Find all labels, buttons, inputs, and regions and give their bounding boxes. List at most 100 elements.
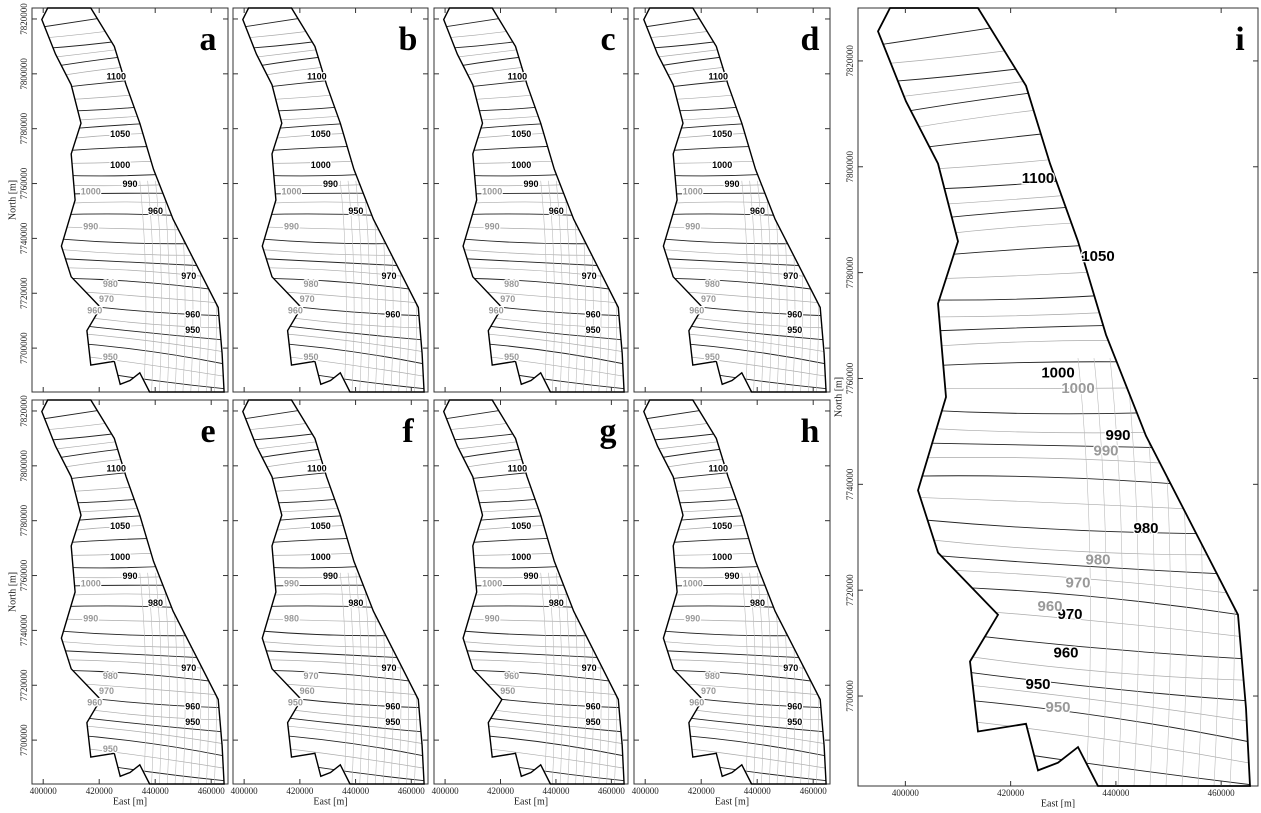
contour-label: 950 [1045, 699, 1070, 716]
x-tick-label: 420000 [997, 788, 1025, 798]
x-tick-label: 400000 [30, 786, 58, 796]
contour-label: 980 [549, 598, 564, 608]
contour-label: 970 [181, 271, 196, 281]
contour-label: 950 [348, 206, 363, 216]
panel: 1100105010009909609709609501000990980970… [634, 0, 830, 401]
contour-label: 990 [122, 179, 137, 189]
y-tick-label: 7780000 [845, 256, 855, 288]
contour-label: 980 [348, 598, 363, 608]
contour-label: 960 [787, 310, 802, 320]
contour-label: 1050 [712, 129, 732, 139]
contour-label: 990 [1093, 442, 1118, 459]
panel-letter: h [801, 413, 820, 450]
panel: 1100105010009909509709601000990980970960… [233, 0, 428, 401]
contour-label: 950 [586, 325, 601, 335]
y-tick-label: 7760000 [845, 362, 855, 394]
contour-label: 960 [1037, 598, 1062, 615]
contour-label: 980 [750, 598, 765, 608]
contour-label: 1100 [508, 71, 528, 81]
contour-label: 1000 [110, 160, 130, 170]
panel: 1100105010009909809709609501000990960950… [432, 391, 628, 808]
contour-label: 970 [381, 663, 396, 673]
x-axis-label: East [m] [113, 796, 147, 807]
y-tick-label: 7740000 [19, 614, 29, 646]
contour-label: 970 [181, 663, 196, 673]
contour-label: 1050 [1081, 248, 1114, 265]
contour-label: 950 [705, 352, 720, 362]
y-tick-label: 7800000 [845, 151, 855, 183]
x-tick-label: 460000 [800, 786, 828, 796]
contour-label: 960 [586, 702, 601, 712]
y-tick-label: 7820000 [19, 395, 29, 427]
contour-label: 1000 [683, 579, 703, 589]
contour-label: 950 [1025, 676, 1050, 693]
contour-label: 1000 [81, 579, 101, 589]
x-tick-label: 400000 [231, 786, 259, 796]
y-tick-label: 7740000 [19, 222, 29, 254]
contour-label: 990 [284, 221, 299, 231]
contour-label: 960 [1053, 645, 1078, 662]
contour-label: 960 [689, 698, 704, 708]
contour-label: 950 [500, 686, 515, 696]
x-axis-label: East [m] [313, 796, 347, 807]
y-tick-label: 7820000 [845, 45, 855, 77]
x-axis-label: East [m] [514, 796, 548, 807]
y-tick-label: 7700000 [19, 724, 29, 756]
contour-label: 970 [99, 294, 114, 304]
panel: 1100105010009909809709609501000990980970… [833, 0, 1258, 808]
contour-label: 990 [685, 613, 700, 623]
x-tick-label: 440000 [1102, 788, 1130, 798]
contour-label: 970 [500, 294, 515, 304]
contour-label: 1100 [107, 463, 127, 473]
contour-label: 1000 [482, 579, 502, 589]
contour-label: 960 [489, 306, 504, 316]
contour-label: 980 [303, 279, 318, 289]
contour-label: 1100 [709, 71, 729, 81]
contour-label: 1100 [1022, 170, 1055, 187]
contour-label: 960 [185, 310, 200, 320]
x-tick-label: 460000 [398, 786, 426, 796]
x-tick-label: 400000 [892, 788, 920, 798]
figure: 1100105010009909609709609501000990980970… [0, 0, 1261, 808]
y-tick-label: 7700000 [845, 680, 855, 712]
contour-label: 960 [87, 698, 102, 708]
contour-label: 990 [323, 179, 338, 189]
contour-label: 970 [99, 686, 114, 696]
contour-label: 1000 [511, 552, 531, 562]
contour-label: 980 [705, 279, 720, 289]
x-tick-label: 460000 [598, 786, 626, 796]
contour-label: 990 [485, 221, 500, 231]
contour-label: 960 [504, 671, 519, 681]
y-tick-label: 7700000 [19, 332, 29, 364]
contour-label: 1000 [482, 187, 502, 197]
contour-label: 960 [689, 306, 704, 316]
contour-label: 970 [381, 271, 396, 281]
contour-label: 980 [103, 279, 118, 289]
contour-label: 980 [148, 598, 163, 608]
contour-label: 990 [83, 613, 98, 623]
contour-label: 960 [787, 702, 802, 712]
contour-label: 960 [288, 306, 303, 316]
contour-label: 960 [750, 206, 765, 216]
panel-letter: d [801, 21, 820, 58]
contour-label: 1050 [712, 521, 732, 531]
contour-label: 970 [582, 271, 597, 281]
y-tick-label: 7800000 [19, 58, 29, 90]
panel-letter: e [200, 413, 215, 450]
panel-letter: i [1235, 21, 1244, 58]
contour-label: 1000 [311, 552, 331, 562]
contour-label: 990 [1105, 427, 1130, 444]
y-tick-label: 7760000 [19, 559, 29, 591]
contour-label: 1000 [1041, 365, 1074, 382]
y-axis-label: North [m] [7, 572, 18, 612]
panel: 1100105010009909609709609501000990980970… [7, 0, 228, 401]
contour-label: 970 [300, 294, 315, 304]
contour-label: 960 [385, 702, 400, 712]
contour-label: 970 [303, 671, 318, 681]
contour-label: 990 [83, 221, 98, 231]
contour-label: 970 [701, 294, 716, 304]
contour-label: 970 [1065, 575, 1090, 592]
contour-label: 950 [385, 717, 400, 727]
contour-label: 990 [122, 571, 137, 581]
contour-label: 980 [705, 671, 720, 681]
